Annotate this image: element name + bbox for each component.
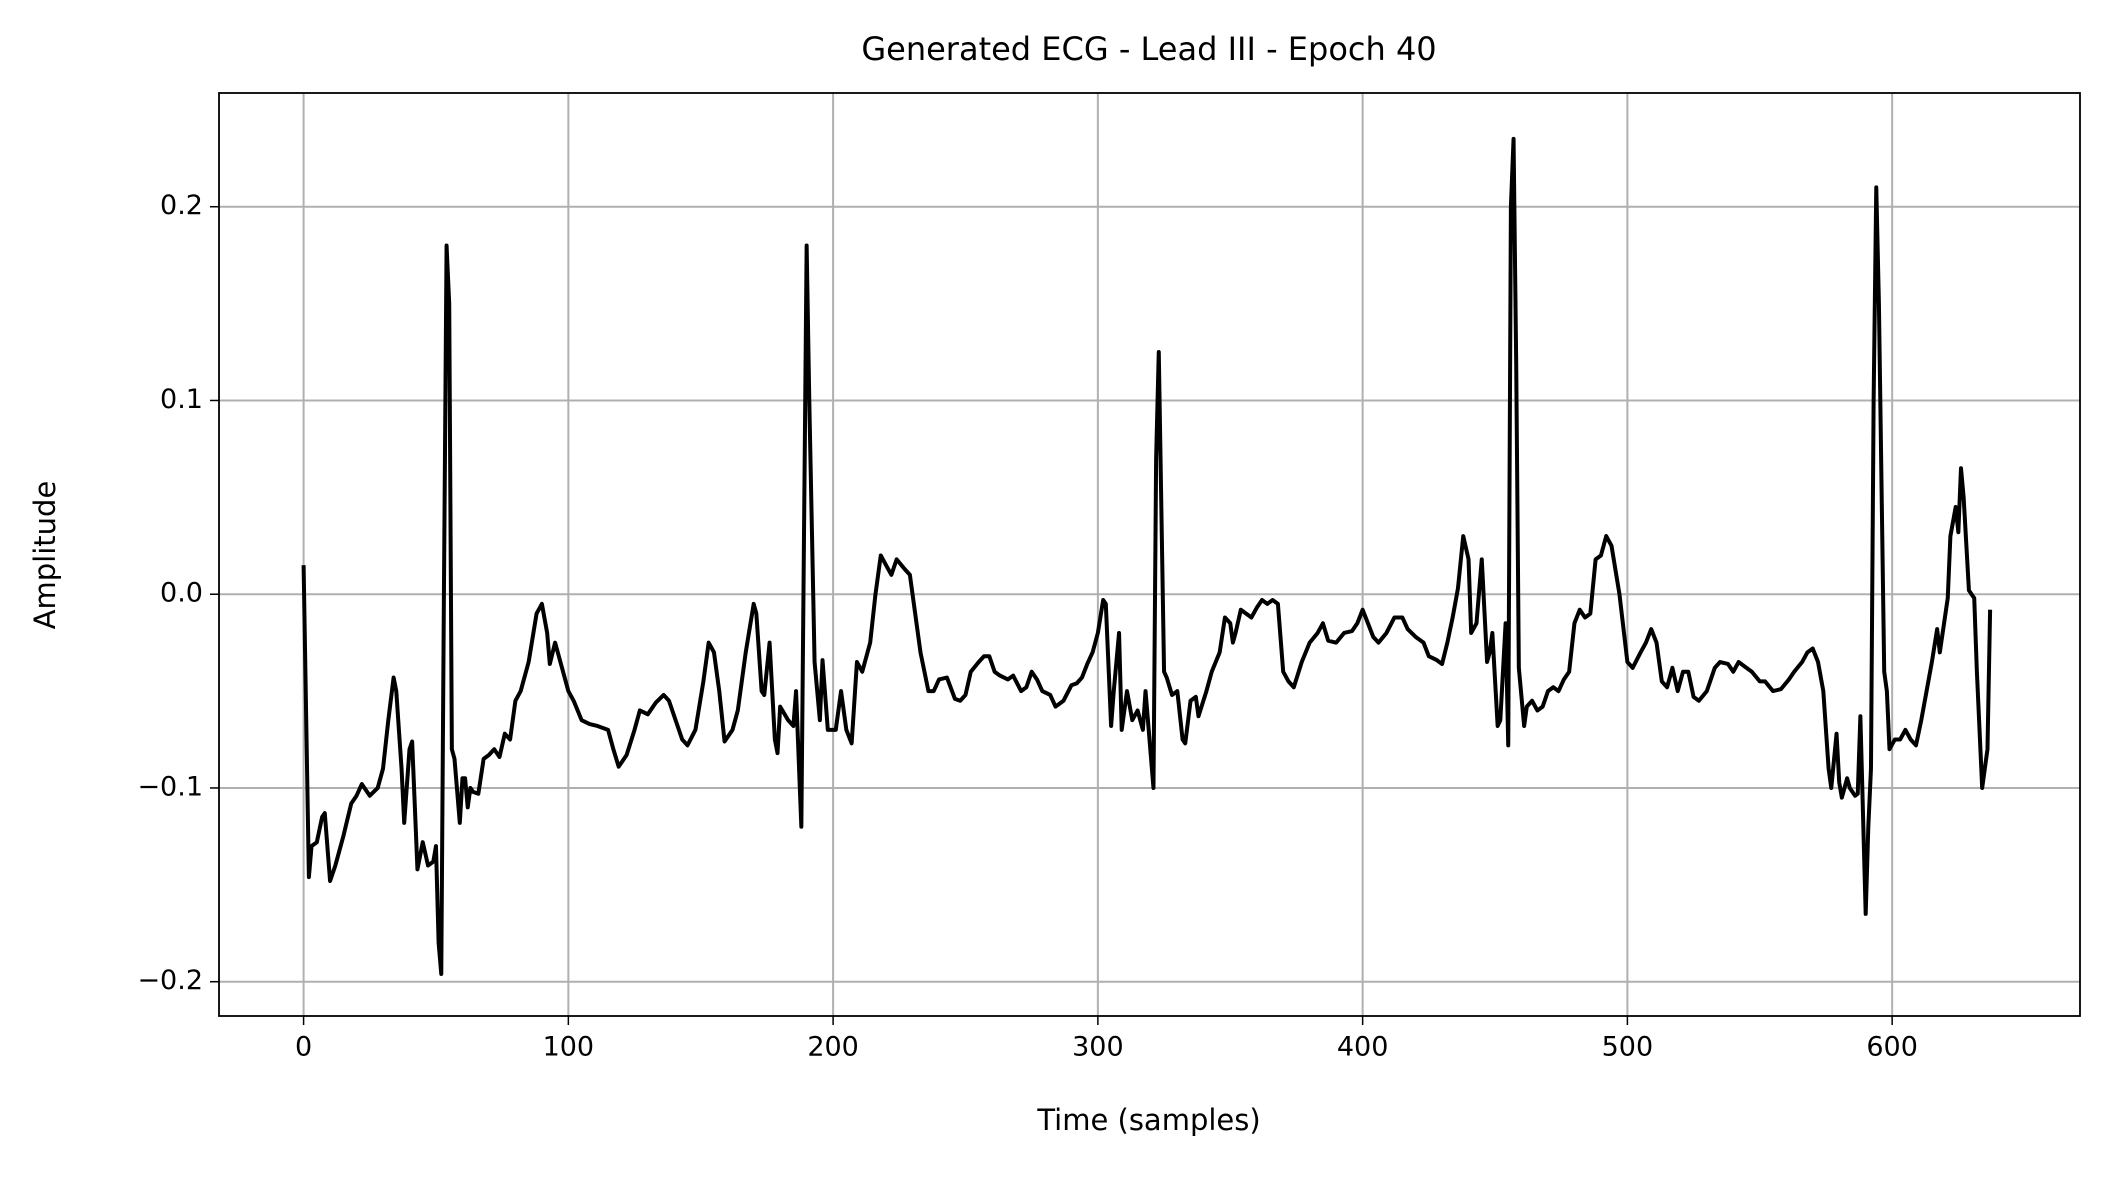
ecg-line — [301, 136, 1993, 976]
x-axis-label: Time (samples) — [1036, 1103, 1260, 1137]
x-tick-label: 400 — [1337, 1032, 1389, 1063]
x-tick-label: 600 — [1866, 1032, 1918, 1063]
plot-frame — [218, 92, 2081, 1017]
x-tick-label: 300 — [1072, 1032, 1124, 1063]
chart-title: Generated ECG - Lead III - Epoch 40 — [861, 30, 1436, 68]
y-tick-label: −0.2 — [137, 965, 203, 996]
x-tick-label: 0 — [295, 1032, 312, 1063]
x-tick-label: 100 — [543, 1032, 595, 1063]
x-tick-label: 500 — [1602, 1032, 1654, 1063]
x-tick-label: 200 — [807, 1032, 859, 1063]
y-tick-label: 0.2 — [160, 190, 203, 221]
y-tick-label: 0.1 — [160, 384, 203, 415]
y-tick-label: −0.1 — [137, 771, 203, 802]
y-tick-label: 0.0 — [160, 578, 203, 609]
y-axis-label: Amplitude — [28, 481, 62, 630]
